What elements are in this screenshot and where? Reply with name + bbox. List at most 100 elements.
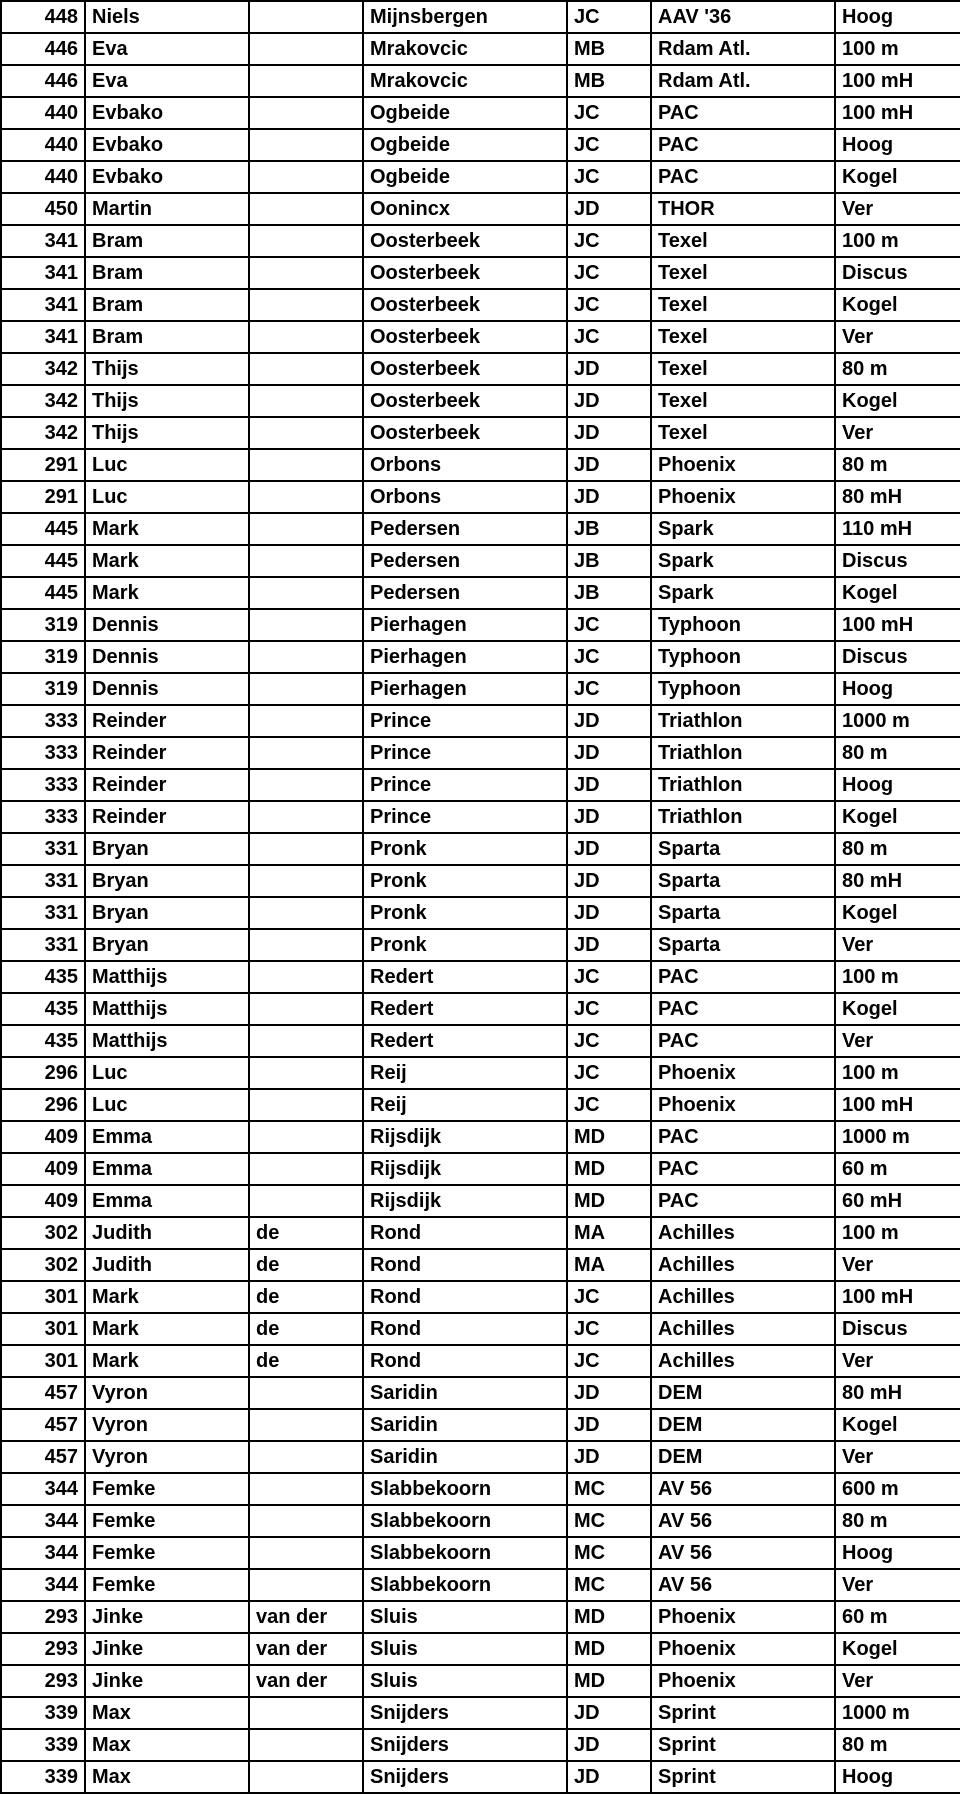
- table-row: 440EvbakoOgbeideJCPACKogel: [1, 161, 960, 193]
- table-cell: 342: [1, 353, 85, 385]
- table-row: 344FemkeSlabbekoornMCAV 56Hoog: [1, 1537, 960, 1569]
- table-cell: Texel: [651, 225, 835, 257]
- table-cell: van der: [249, 1601, 363, 1633]
- table-cell: [249, 513, 363, 545]
- table-row: 301MarkdeRondJCAchillesVer: [1, 1345, 960, 1377]
- table-cell: Kogel: [835, 385, 960, 417]
- table-cell: Redert: [363, 961, 567, 993]
- table-cell: Oonincx: [363, 193, 567, 225]
- table-cell: JD: [567, 897, 651, 929]
- table-cell: Triathlon: [651, 737, 835, 769]
- table-cell: Saridin: [363, 1441, 567, 1473]
- table-row: 339MaxSnijdersJDSprintHoog: [1, 1761, 960, 1793]
- table-cell: Kogel: [835, 289, 960, 321]
- table-cell: Evbako: [85, 161, 249, 193]
- table-cell: Redert: [363, 1025, 567, 1057]
- table-cell: Typhoon: [651, 609, 835, 641]
- table-row: 446EvaMrakovcicMBRdam Atl.100 mH: [1, 65, 960, 97]
- table-row: 331BryanPronkJDSpartaVer: [1, 929, 960, 961]
- table-cell: PAC: [651, 97, 835, 129]
- table-cell: Slabbekoorn: [363, 1505, 567, 1537]
- table-cell: DEM: [651, 1377, 835, 1409]
- table-cell: [249, 961, 363, 993]
- table-cell: Bryan: [85, 929, 249, 961]
- table-cell: [249, 33, 363, 65]
- table-cell: Mijnsbergen: [363, 1, 567, 33]
- table-cell: JD: [567, 737, 651, 769]
- table-cell: 301: [1, 1281, 85, 1313]
- table-cell: Rijsdijk: [363, 1153, 567, 1185]
- table-cell: 293: [1, 1665, 85, 1697]
- table-cell: Bram: [85, 321, 249, 353]
- table-cell: 100 m: [835, 961, 960, 993]
- table-cell: Snijders: [363, 1761, 567, 1793]
- table-cell: AV 56: [651, 1569, 835, 1601]
- table-cell: 440: [1, 129, 85, 161]
- table-cell: 301: [1, 1313, 85, 1345]
- table-cell: Typhoon: [651, 641, 835, 673]
- table-cell: Reinder: [85, 769, 249, 801]
- table-cell: MD: [567, 1153, 651, 1185]
- table-cell: MA: [567, 1249, 651, 1281]
- table-cell: Vyron: [85, 1441, 249, 1473]
- table-cell: Kogel: [835, 897, 960, 929]
- table-cell: Max: [85, 1761, 249, 1793]
- table-cell: Judith: [85, 1249, 249, 1281]
- table-cell: Rond: [363, 1217, 567, 1249]
- table-cell: Evbako: [85, 97, 249, 129]
- table-cell: [249, 609, 363, 641]
- table-cell: 448: [1, 1, 85, 33]
- table-cell: Saridin: [363, 1377, 567, 1409]
- table-cell: Bryan: [85, 865, 249, 897]
- table-cell: Hoog: [835, 1, 960, 33]
- table-cell: JD: [567, 705, 651, 737]
- table-cell: [249, 417, 363, 449]
- table-cell: Max: [85, 1697, 249, 1729]
- table-cell: 60 m: [835, 1601, 960, 1633]
- table-cell: Ver: [835, 1665, 960, 1697]
- table-cell: MD: [567, 1633, 651, 1665]
- table-cell: de: [249, 1313, 363, 1345]
- table-cell: Ver: [835, 1569, 960, 1601]
- table-cell: 445: [1, 545, 85, 577]
- table-cell: Hoog: [835, 1761, 960, 1793]
- table-cell: JD: [567, 193, 651, 225]
- table-cell: [249, 193, 363, 225]
- table-cell: Orbons: [363, 449, 567, 481]
- table-cell: JD: [567, 801, 651, 833]
- table-cell: JC: [567, 673, 651, 705]
- table-cell: Ogbeide: [363, 129, 567, 161]
- table-cell: 446: [1, 65, 85, 97]
- table-cell: 80 m: [835, 353, 960, 385]
- table-cell: [249, 1761, 363, 1793]
- table-cell: PAC: [651, 993, 835, 1025]
- table-cell: 409: [1, 1153, 85, 1185]
- table-cell: Ver: [835, 1025, 960, 1057]
- table-cell: 100 mH: [835, 97, 960, 129]
- table-cell: 100 mH: [835, 609, 960, 641]
- table-cell: [249, 1505, 363, 1537]
- table-cell: 331: [1, 929, 85, 961]
- table-cell: Prince: [363, 705, 567, 737]
- table-cell: Mrakovcic: [363, 33, 567, 65]
- table-cell: [249, 257, 363, 289]
- table-cell: 319: [1, 673, 85, 705]
- table-cell: Rond: [363, 1281, 567, 1313]
- table-cell: JD: [567, 1729, 651, 1761]
- table-cell: [249, 97, 363, 129]
- table-cell: Achilles: [651, 1345, 835, 1377]
- table-cell: 331: [1, 897, 85, 929]
- table-cell: JC: [567, 97, 651, 129]
- table-cell: MC: [567, 1473, 651, 1505]
- table-cell: JD: [567, 865, 651, 897]
- table-row: 333ReinderPrinceJDTriathlon80 m: [1, 737, 960, 769]
- table-cell: Discus: [835, 1313, 960, 1345]
- table-cell: 341: [1, 289, 85, 321]
- table-cell: Ver: [835, 1249, 960, 1281]
- table-cell: [249, 673, 363, 705]
- table-cell: Achilles: [651, 1217, 835, 1249]
- table-cell: DEM: [651, 1409, 835, 1441]
- table-cell: MC: [567, 1537, 651, 1569]
- table-cell: Pedersen: [363, 545, 567, 577]
- table-cell: Sluis: [363, 1633, 567, 1665]
